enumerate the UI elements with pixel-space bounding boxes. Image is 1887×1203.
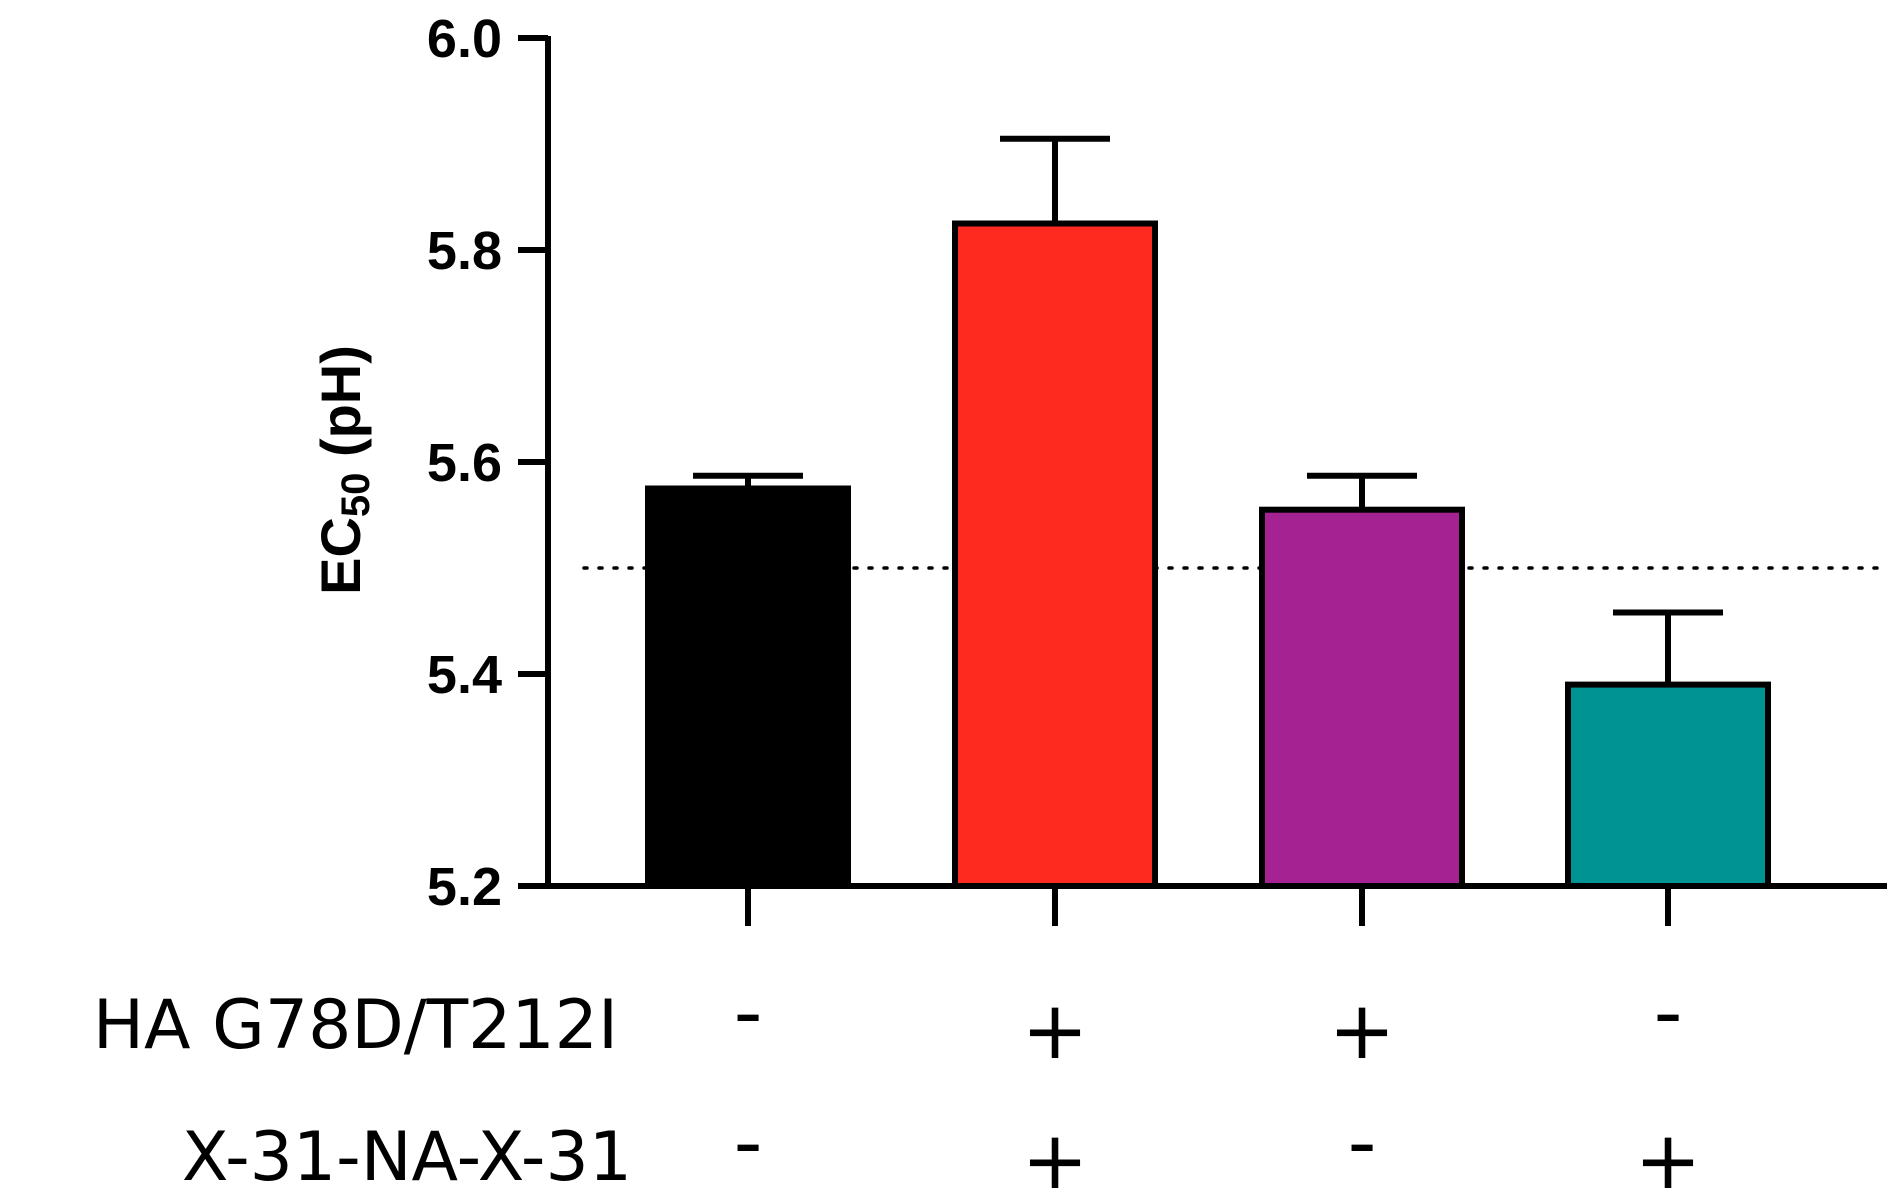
y-tick-label: 5.8 [427, 221, 502, 281]
condition-sign: + [1634, 1114, 1701, 1203]
condition-row-na: - + - + [734, 1096, 1702, 1203]
condition-sign: - [1348, 1096, 1377, 1189]
y-tick-label: 5.6 [427, 433, 502, 493]
condition-row-ha: - + + - [734, 966, 1683, 1077]
condition-sign: + [1021, 1114, 1088, 1203]
condition-sign: + [1328, 984, 1395, 1077]
condition-sign: + [1021, 984, 1088, 1077]
bar [952, 220, 1158, 889]
y-tick-labels: 5.2 5.4 5.6 5.8 6.0 [427, 9, 502, 917]
y-axis-title-subscript: 50 [334, 473, 378, 518]
bar [645, 485, 851, 889]
condition-sign: - [734, 1096, 763, 1189]
bar [1565, 681, 1771, 889]
y-tick-label: 6.0 [427, 9, 502, 69]
y-tick-label: 5.2 [427, 857, 502, 917]
condition-label-ha: HA G78D/T212I [93, 986, 618, 1065]
condition-label-na: X-31-NA-X-31 [182, 1118, 632, 1197]
bar [1259, 506, 1465, 889]
condition-sign: - [1654, 966, 1683, 1059]
condition-sign: - [734, 966, 763, 1059]
y-axis-title-main: EC [309, 517, 372, 595]
y-tick-label: 5.4 [427, 645, 502, 705]
chart-marks [518, 35, 1887, 926]
y-axis-title-unit: (pH) [309, 345, 372, 473]
y-axis-title: EC50 (pH) [309, 345, 378, 595]
